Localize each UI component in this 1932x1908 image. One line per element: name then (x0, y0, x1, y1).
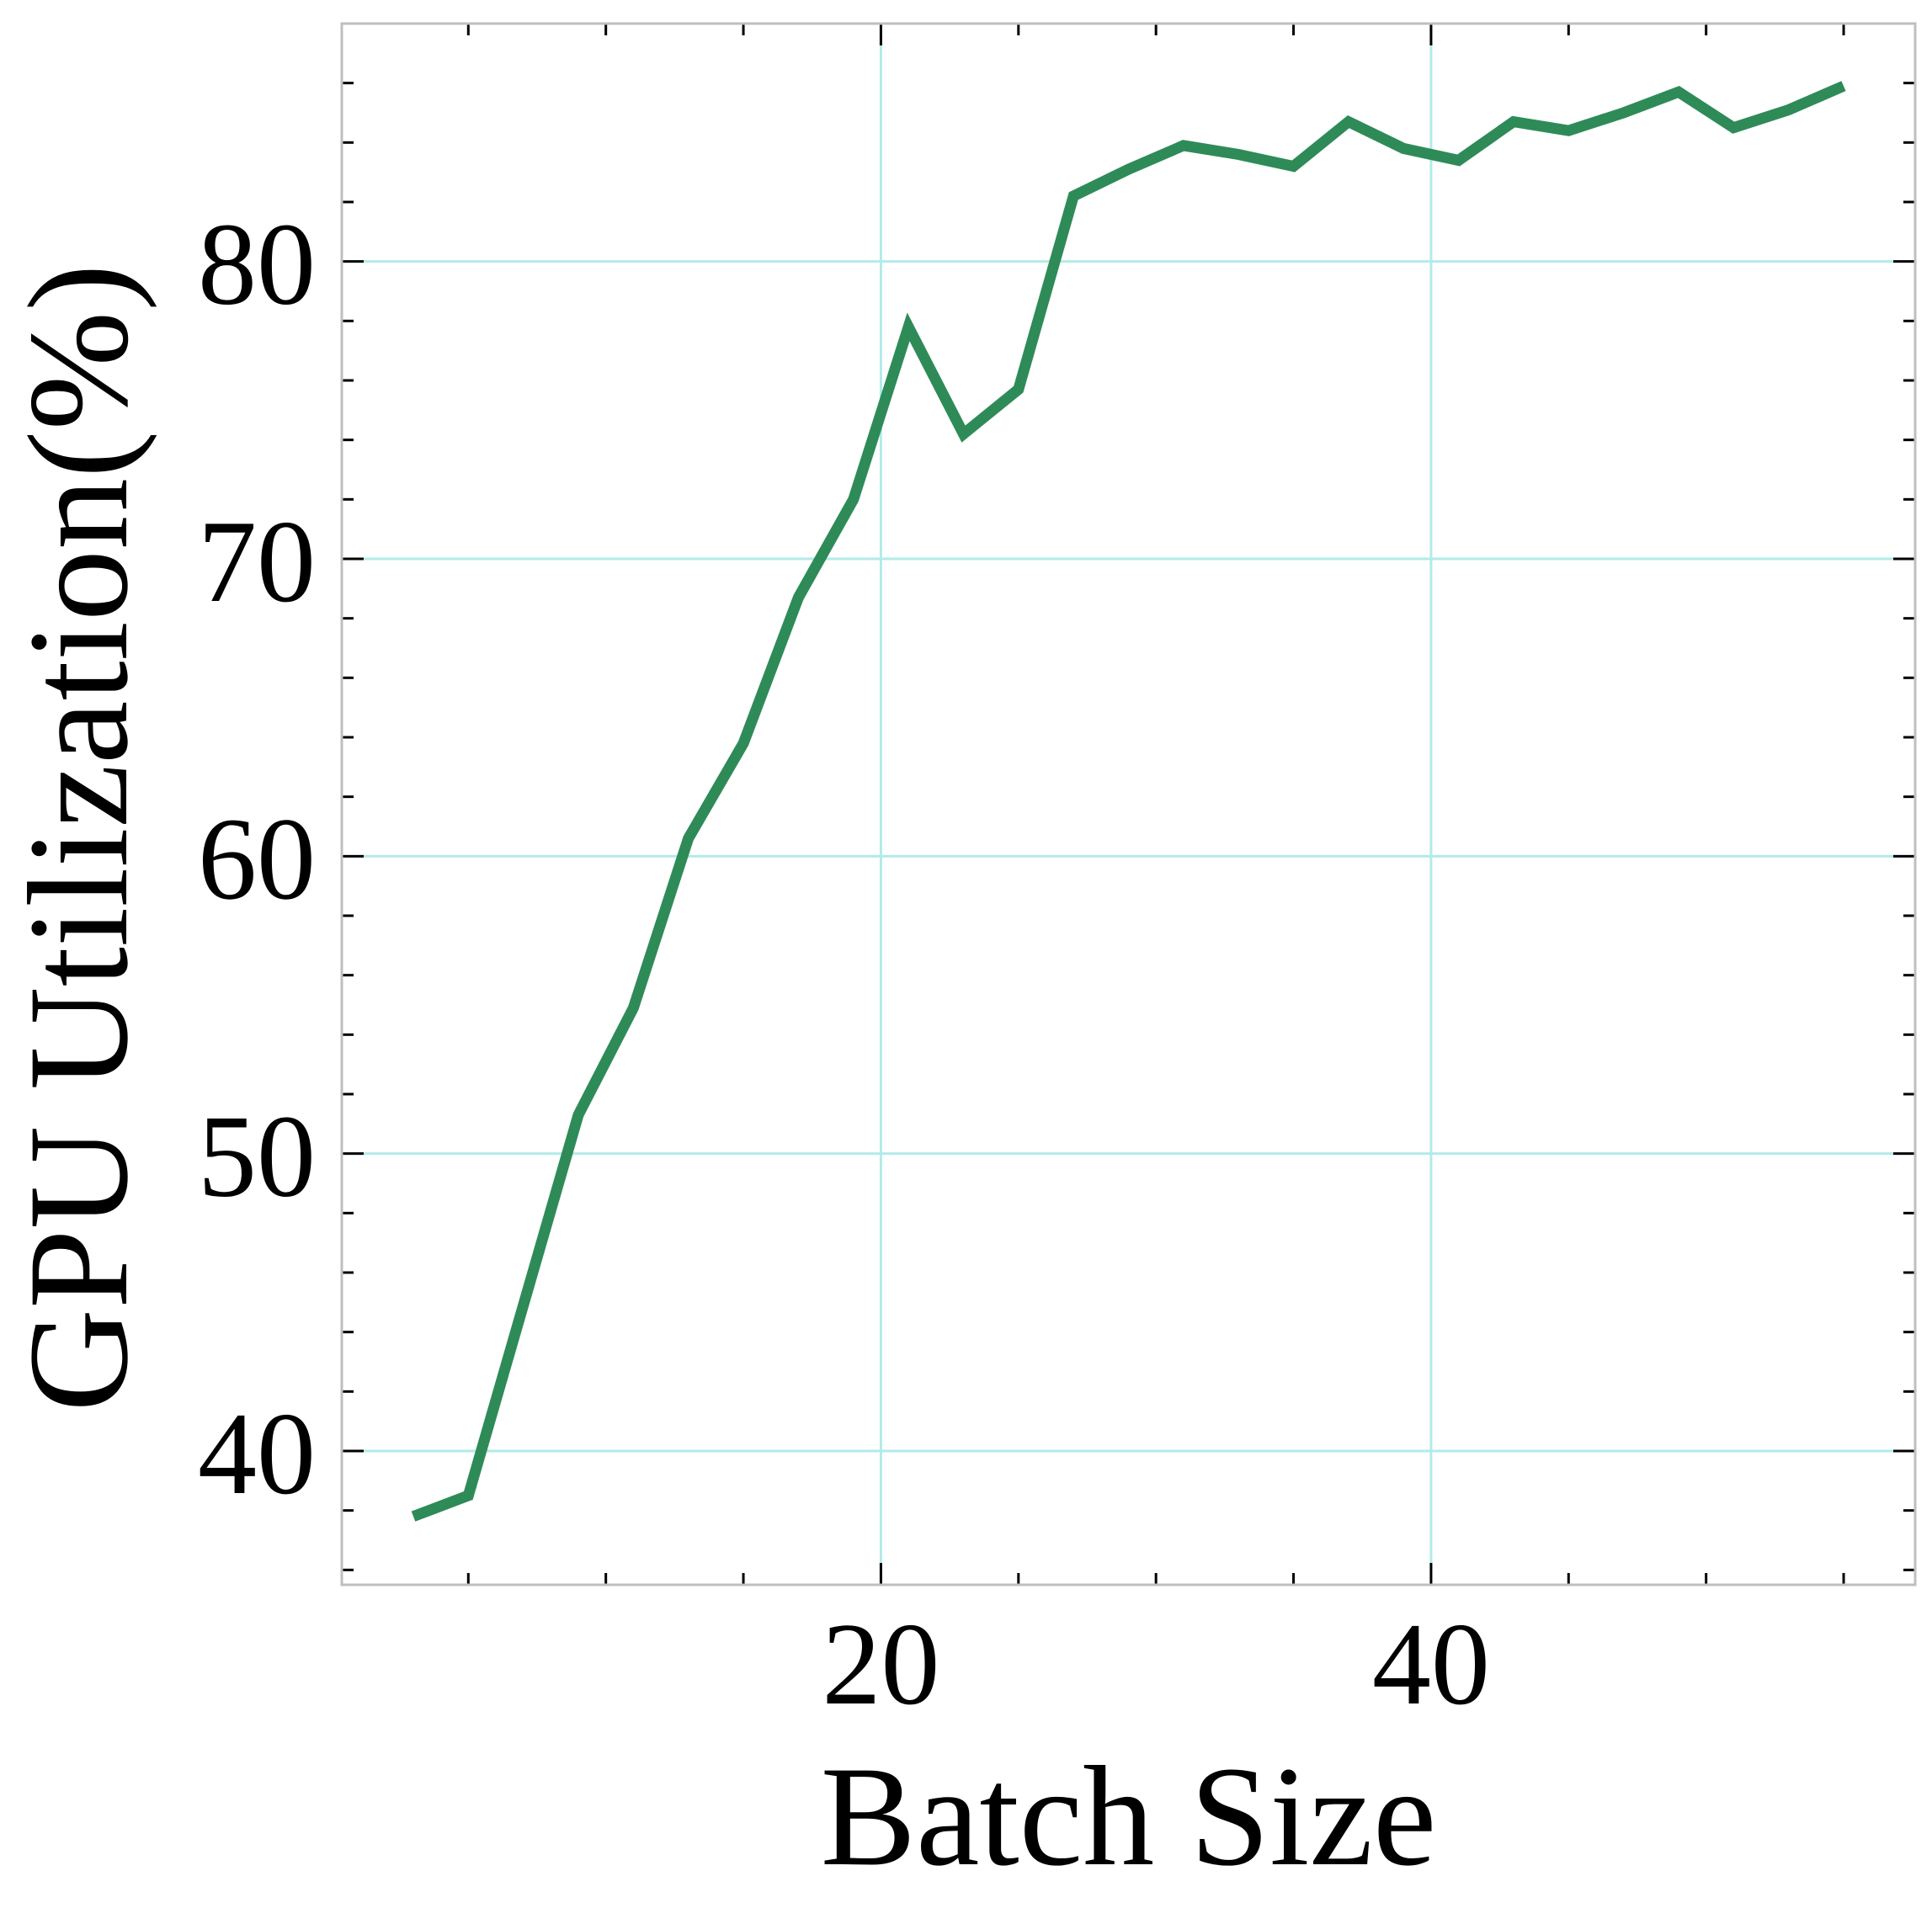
plot-frame (340, 22, 1917, 1586)
y-tick-label-50: 50 (198, 1092, 316, 1222)
y-tick-labels: 40 50 60 70 80 (198, 199, 316, 1519)
series-lines (411, 81, 1846, 1522)
y-tick-label-70: 70 (198, 497, 316, 627)
series-line-0 (411, 81, 1846, 1522)
y-tick-label-40: 40 (198, 1389, 316, 1519)
x-tick-label-20: 20 (822, 1599, 939, 1730)
minor-ticks (342, 24, 1915, 1585)
x-axis-title: Batch Size (821, 1737, 1437, 1895)
x-tick-label-40: 40 (1372, 1599, 1490, 1730)
grid-lines (342, 24, 1915, 1585)
y-axis-title: GPU Utilization(%) (0, 263, 157, 1411)
x-tick-labels: 20 40 (822, 1599, 1489, 1730)
y-tick-label-80: 80 (198, 199, 316, 330)
y-tick-label-60: 60 (198, 794, 316, 924)
major-ticks (342, 24, 1915, 1585)
